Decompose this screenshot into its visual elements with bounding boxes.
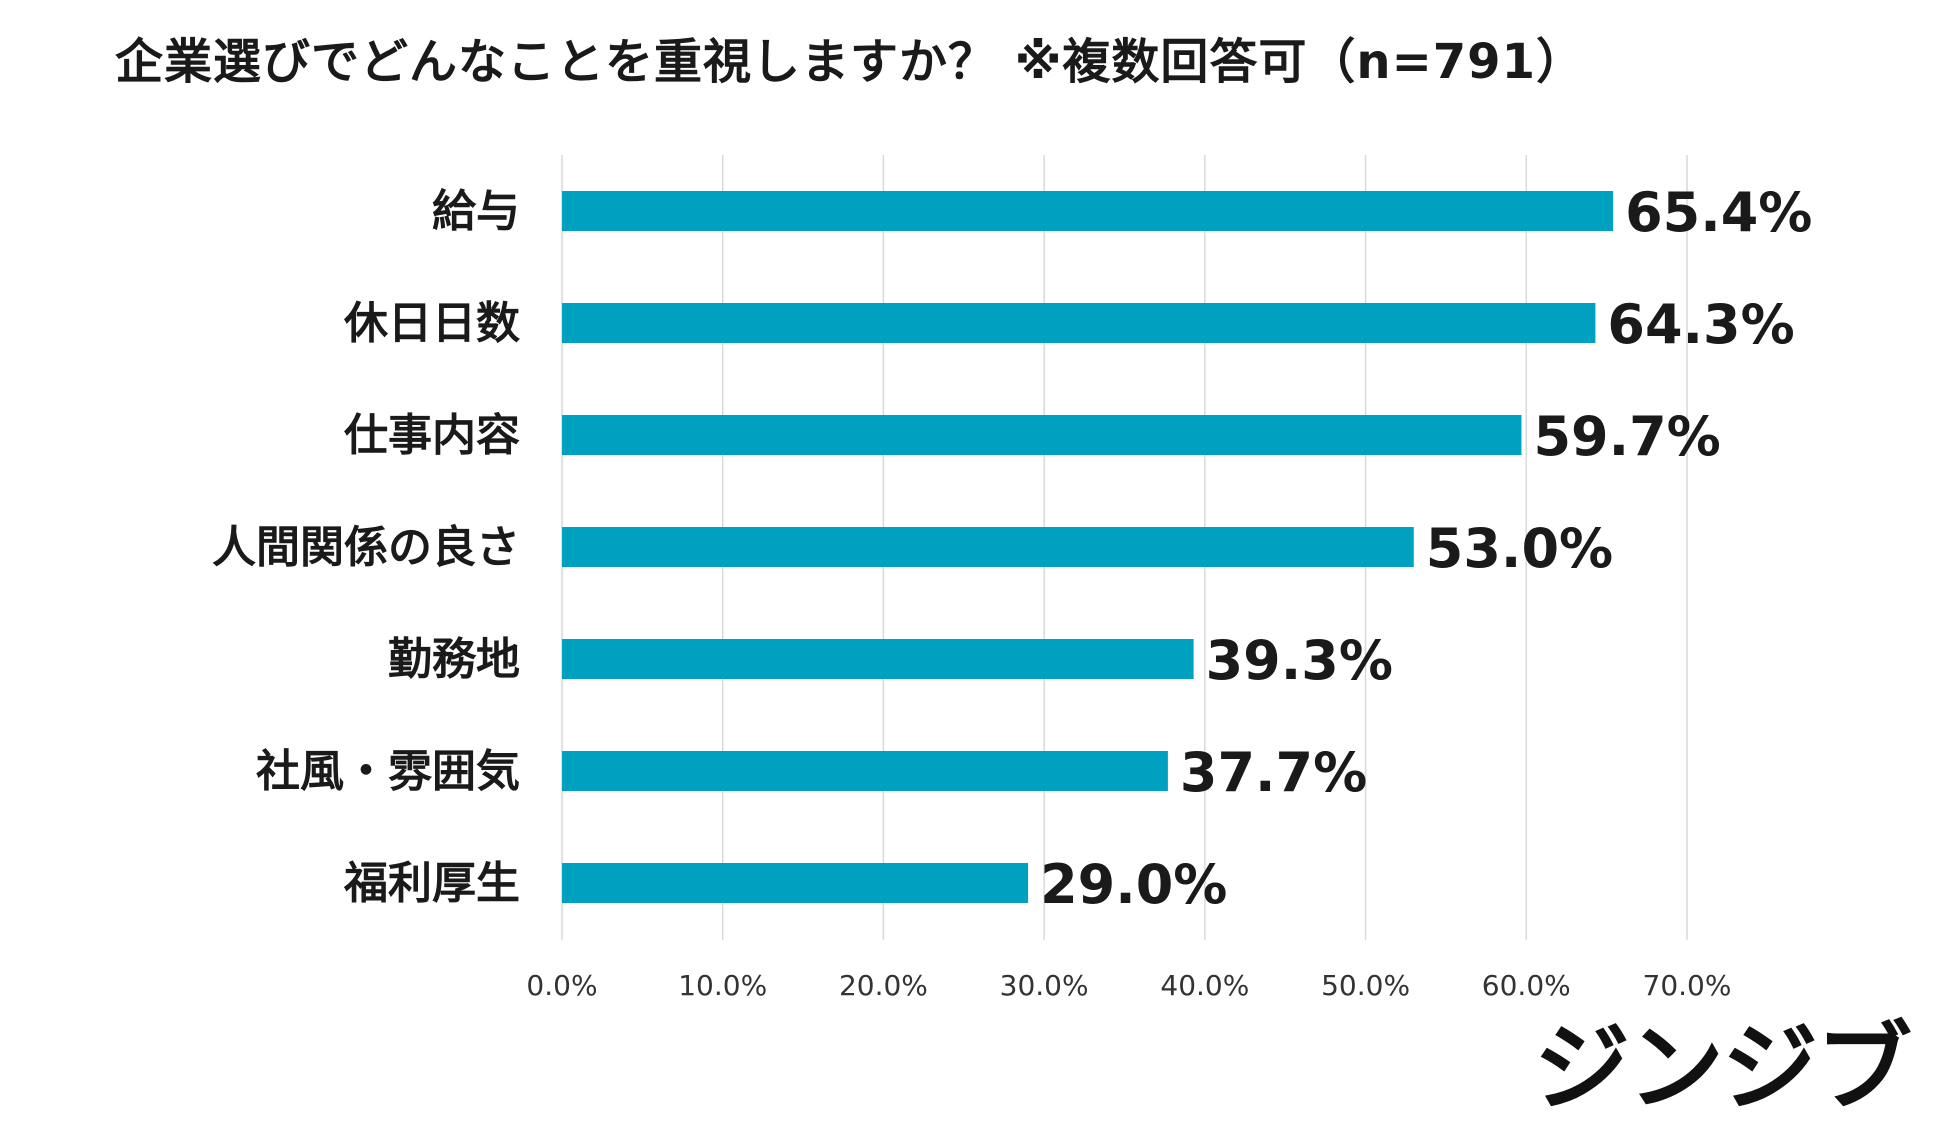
x-tick-label: 40.0%: [1160, 969, 1249, 1002]
category-label: 休日日数: [343, 298, 520, 349]
category-label: 福利厚生: [343, 858, 520, 909]
bar: [562, 863, 1029, 903]
data-label: 65.4%: [1625, 181, 1812, 244]
bar: [562, 191, 1614, 231]
category-label: 人間関係の良さ: [212, 522, 520, 573]
x-tick-label: 10.0%: [678, 969, 767, 1002]
x-tick-label: 70.0%: [1643, 969, 1732, 1002]
data-label: 37.7%: [1180, 741, 1367, 804]
data-label: 59.7%: [1533, 405, 1720, 468]
label-layer: 0.0% 10.0% 20.0% 30.0% 40.0% 50.0% 60.0% 70.0% 給…: [212, 181, 1812, 1002]
bar: [562, 303, 1596, 343]
data-label: 29.0%: [1040, 853, 1227, 916]
chart-title: 企業選びでどんなことを重視しますか？ ※複数回答可（n=791）: [115, 34, 1585, 90]
bar: [562, 527, 1414, 567]
bar: [562, 415, 1522, 455]
data-label: 64.3%: [1607, 293, 1794, 356]
category-label: 勤務地: [388, 634, 520, 685]
x-tick-label: 0.0%: [526, 969, 597, 1002]
category-label: 社風・雰囲気: [256, 746, 520, 797]
category-label: 仕事内容: [344, 410, 520, 461]
category-label: 給与: [432, 186, 520, 237]
bar: [562, 751, 1168, 791]
x-tick-label: 50.0%: [1321, 969, 1410, 1002]
data-label: 39.3%: [1206, 629, 1393, 692]
x-tick-label: 20.0%: [839, 969, 928, 1002]
x-tick-label: 30.0%: [1000, 969, 1089, 1002]
x-tick-label: 60.0%: [1482, 969, 1571, 1002]
bar-layer: [562, 191, 1614, 903]
brand-logo: ジンジブ: [1534, 1012, 1912, 1124]
bar: [562, 639, 1194, 679]
data-label: 53.0%: [1426, 517, 1613, 580]
